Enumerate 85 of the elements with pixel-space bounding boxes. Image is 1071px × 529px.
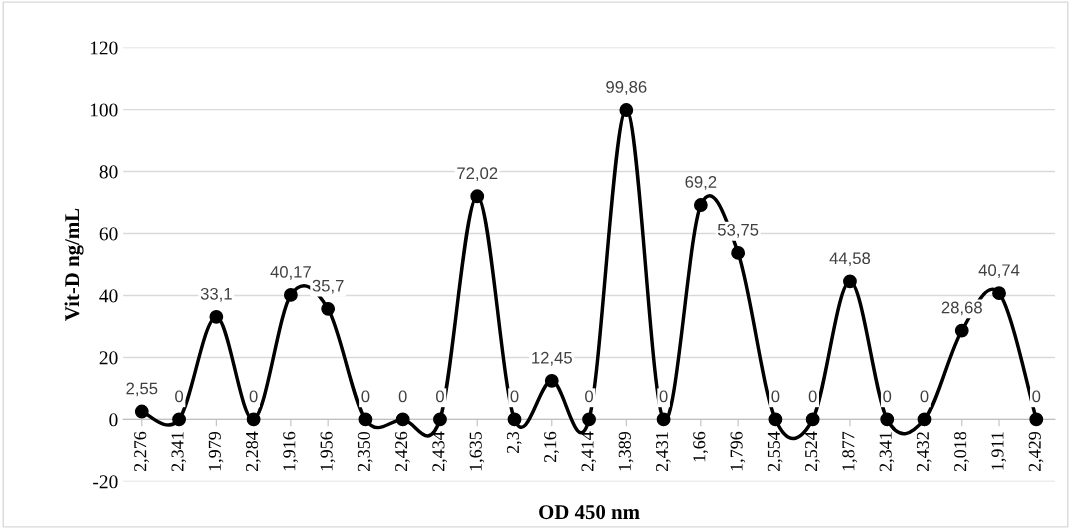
y-tick-label: 60 [99, 227, 118, 241]
point [992, 286, 1006, 301]
point [134, 404, 149, 419]
x-tick-label: 2,431 [655, 432, 671, 472]
point [321, 301, 336, 316]
point [843, 274, 857, 289]
y-tick-label: 0 [109, 413, 118, 427]
data-label: 69,2 [685, 176, 717, 190]
y-tick-label: -20 [93, 475, 118, 489]
point [805, 412, 820, 427]
y-tick-label: 80 [99, 165, 118, 179]
x-tick-label: 1,796 [730, 431, 746, 471]
point [209, 309, 224, 324]
x-tick-label: 2,350 [357, 431, 373, 472]
y-tick-label: 120 [90, 41, 118, 55]
point [1029, 412, 1044, 427]
point [358, 412, 373, 427]
point [246, 412, 261, 427]
point [470, 189, 485, 204]
point [693, 198, 708, 212]
data-label: 0 [175, 390, 184, 403]
x-tick-label: 2,524 [805, 431, 820, 472]
data-label: 33,1 [200, 287, 232, 302]
x-tick-label: 1,956 [320, 431, 336, 471]
x-tick-label: 2,429 [1028, 431, 1044, 472]
point [172, 412, 186, 427]
data-label: 0 [883, 390, 892, 403]
y-tick-label: 40 [99, 289, 118, 303]
point [507, 412, 522, 427]
point [544, 373, 559, 388]
x-tick-label: 2,284 [245, 431, 261, 472]
y-tick-label: 20 [99, 351, 118, 365]
data-label: 2,55 [126, 382, 158, 397]
point [619, 103, 634, 117]
data-label: 0 [398, 390, 407, 403]
point [954, 323, 969, 338]
data-label: 0 [249, 390, 258, 403]
y-tick-label: 100 [90, 103, 118, 117]
data-label: 0 [435, 390, 444, 403]
x-tick-label: 1,911 [991, 432, 1007, 470]
point [731, 245, 746, 260]
data-label: 0 [1032, 390, 1041, 403]
point [880, 412, 895, 427]
x-axis-title: OD 450 nm [539, 505, 640, 520]
x-tick-label: 2,16 [544, 431, 559, 463]
data-label: 40,17 [270, 265, 311, 280]
x-tick-label: 2,554 [767, 431, 783, 472]
data-label: 0 [510, 390, 519, 403]
x-tick-label: 1,389 [618, 431, 634, 471]
data-label: 53,75 [717, 223, 759, 238]
x-tick-label: 2,341 [171, 432, 187, 472]
x-tick-label: 1,877 [842, 431, 858, 471]
data-label: 0 [920, 390, 929, 403]
x-tick-label: 2,414 [581, 431, 597, 472]
x-tick-label: 2,3 [506, 431, 522, 453]
data-label: 28,68 [941, 301, 982, 316]
data-label: 44,58 [829, 252, 871, 267]
data-label: 0 [808, 390, 817, 403]
data-label: 40,74 [978, 264, 1020, 278]
x-tick-label: 2,341 [879, 432, 895, 472]
x-tick-label: 1,916 [283, 431, 298, 471]
x-tick-label: 1,66 [693, 431, 708, 462]
x-tick-label: 2,434 [432, 431, 448, 472]
data-label: 0 [361, 390, 370, 403]
x-tick-label: 1,635 [469, 431, 485, 471]
x-tick-label: 1,979 [208, 431, 224, 471]
y-axis-title: Vit-D ng/mL [64, 208, 84, 321]
data-label: 72,02 [457, 167, 498, 182]
data-label: 12,45 [532, 351, 572, 366]
point [283, 288, 298, 302]
data-label: 35,7 [312, 279, 344, 294]
data-label: 0 [585, 390, 594, 403]
point [582, 412, 596, 427]
x-tick-label: 2,276 [134, 431, 149, 472]
x-tick-label: 2,426 [395, 431, 410, 472]
data-label: 99,86 [606, 81, 647, 95]
point [433, 412, 447, 427]
point [768, 412, 783, 427]
point [395, 412, 410, 427]
x-tick-label: 2,432 [916, 432, 932, 472]
x-tick-label: 2,018 [954, 431, 969, 472]
data-label: 0 [659, 390, 668, 403]
point [656, 412, 671, 427]
data-label: 0 [771, 390, 780, 403]
point [917, 412, 932, 427]
